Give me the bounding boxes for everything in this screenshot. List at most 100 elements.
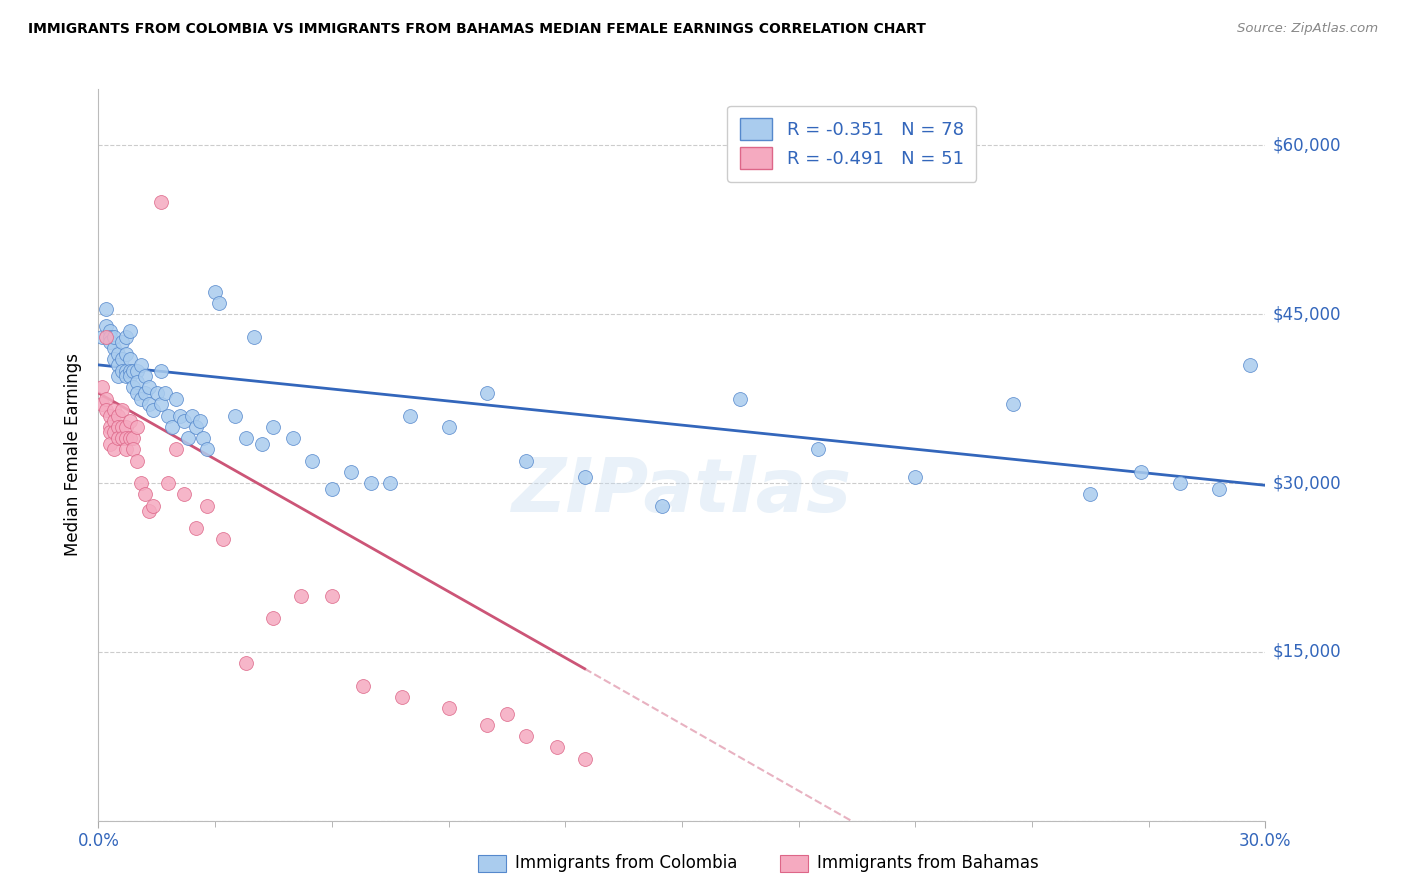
Point	[321, 589, 343, 603]
Point	[169, 409, 191, 423]
Point	[103, 341, 125, 355]
Legend: R = -0.351   N = 78, R = -0.491   N = 51: R = -0.351 N = 78, R = -0.491 N = 51	[727, 105, 976, 182]
Point	[224, 409, 246, 423]
Point	[129, 392, 152, 406]
Point	[127, 375, 149, 389]
Point	[134, 369, 156, 384]
Point	[212, 533, 235, 547]
Point	[98, 419, 121, 434]
Point	[904, 470, 927, 484]
Text: Immigrants from Bahamas: Immigrants from Bahamas	[817, 855, 1039, 872]
Point	[91, 397, 114, 411]
Point	[807, 442, 830, 457]
Point	[1080, 487, 1102, 501]
Point	[146, 386, 169, 401]
Point	[262, 611, 284, 625]
Point	[149, 194, 172, 209]
Point	[129, 476, 152, 491]
Point	[91, 330, 114, 344]
Point	[142, 403, 165, 417]
Point	[96, 318, 118, 333]
Point	[173, 487, 195, 501]
Point	[437, 701, 460, 715]
Point	[127, 453, 149, 467]
Point	[111, 335, 134, 350]
Point	[378, 476, 402, 491]
Point	[138, 504, 160, 518]
Point	[1239, 358, 1261, 372]
Point	[107, 369, 129, 384]
Point	[122, 431, 145, 445]
Point	[1129, 465, 1152, 479]
Point	[107, 431, 129, 445]
Point	[301, 453, 323, 467]
Text: $45,000: $45,000	[1272, 305, 1341, 323]
Point	[111, 363, 134, 377]
Point	[103, 403, 125, 417]
Point	[437, 419, 460, 434]
Point	[111, 431, 134, 445]
Text: $15,000: $15,000	[1272, 643, 1341, 661]
Point	[114, 431, 136, 445]
Point	[114, 346, 136, 360]
Point	[157, 409, 180, 423]
Point	[651, 499, 673, 513]
Point	[134, 386, 156, 401]
Point	[515, 453, 537, 467]
Point	[157, 476, 180, 491]
Point	[118, 431, 141, 445]
Point	[243, 330, 266, 344]
Point	[1001, 397, 1024, 411]
Text: ZIPatlas: ZIPatlas	[512, 455, 852, 528]
Point	[184, 419, 207, 434]
Point	[574, 752, 596, 766]
Point	[149, 397, 172, 411]
Point	[103, 330, 125, 344]
Point	[103, 442, 125, 457]
Point	[122, 442, 145, 457]
Point	[98, 436, 121, 450]
Point	[142, 499, 165, 513]
Point	[290, 589, 312, 603]
Point	[118, 352, 141, 367]
Point	[96, 392, 118, 406]
Point	[118, 369, 141, 384]
Point	[138, 397, 160, 411]
Point	[153, 386, 176, 401]
Point	[118, 363, 141, 377]
Text: Immigrants from Colombia: Immigrants from Colombia	[515, 855, 737, 872]
Point	[103, 425, 125, 440]
Point	[103, 352, 125, 367]
Point	[193, 431, 215, 445]
Point	[235, 656, 257, 670]
Point	[188, 414, 211, 428]
Point	[262, 419, 284, 434]
Text: Source: ZipAtlas.com: Source: ZipAtlas.com	[1237, 22, 1378, 36]
Point	[250, 436, 273, 450]
Point	[107, 409, 129, 423]
Point	[91, 380, 114, 394]
Point	[122, 380, 145, 394]
Text: $60,000: $60,000	[1272, 136, 1341, 154]
Point	[114, 419, 136, 434]
Point	[149, 363, 172, 377]
Point	[129, 358, 152, 372]
Point	[127, 419, 149, 434]
Point	[546, 740, 568, 755]
Text: $30,000: $30,000	[1272, 474, 1341, 492]
Point	[114, 363, 136, 377]
Point	[98, 330, 121, 344]
Point	[111, 419, 134, 434]
Point	[730, 392, 752, 406]
Point	[162, 419, 184, 434]
Point	[195, 442, 218, 457]
Point	[195, 499, 218, 513]
Point	[204, 285, 226, 299]
Point	[118, 414, 141, 428]
Point	[173, 414, 195, 428]
Point	[235, 431, 257, 445]
Point	[107, 419, 129, 434]
Text: IMMIGRANTS FROM COLOMBIA VS IMMIGRANTS FROM BAHAMAS MEDIAN FEMALE EARNINGS CORRE: IMMIGRANTS FROM COLOMBIA VS IMMIGRANTS F…	[28, 22, 927, 37]
Point	[184, 521, 207, 535]
Point	[1168, 476, 1191, 491]
